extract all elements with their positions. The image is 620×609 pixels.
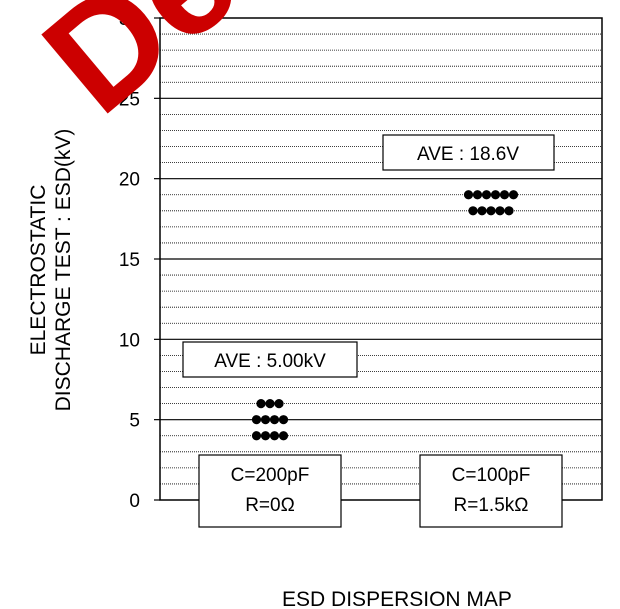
y-tick-label: 20 — [119, 170, 140, 191]
data-point — [472, 190, 483, 200]
annotation-ave-2: AVE : 18.6V — [382, 134, 555, 171]
data-point — [274, 399, 284, 409]
category-label-line: C=200pF — [231, 465, 310, 486]
y-tick-label: 5 — [129, 411, 140, 432]
y-tick-label: 0 — [129, 491, 140, 512]
category-label-line: R=0Ω — [245, 495, 295, 516]
annotation-ave-1: AVE : 5.00kV — [182, 341, 358, 378]
data-point — [278, 415, 289, 425]
y-axis-title-line-2: DISCHARGE TEST : ESD(kV) — [52, 129, 75, 412]
data-point — [251, 415, 262, 425]
category-box-1: C=200pF R=0Ω — [198, 454, 342, 528]
watermark-logo: De — [13, 0, 268, 145]
data-point — [490, 190, 501, 200]
data-point — [468, 206, 478, 216]
annotation-text-2: AVE : 18.6V — [417, 144, 519, 165]
data-point — [278, 431, 289, 441]
watermark: De — [13, 0, 268, 145]
data-point — [499, 190, 510, 200]
data-point — [481, 190, 492, 200]
y-tick-label: 25 — [119, 89, 140, 110]
y-axis-ticks: 0 5 10 15 20 25 30 — [119, 9, 160, 512]
data-point — [477, 206, 487, 216]
data-point — [256, 399, 266, 409]
data-points — [251, 190, 519, 441]
data-point — [260, 431, 271, 441]
category-box-2: C=100pF R=1.5kΩ — [419, 454, 563, 528]
data-point — [463, 190, 474, 200]
y-tick-label: 15 — [119, 250, 140, 271]
data-point — [265, 399, 275, 409]
data-point — [269, 415, 280, 425]
annotation-text-1: AVE : 5.00kV — [214, 351, 326, 372]
category-label-line: R=1.5kΩ — [454, 495, 529, 516]
gridlines — [160, 33, 602, 485]
y-axis-title: ELECTROSTATIC DISCHARGE TEST : ESD(kV) — [27, 129, 75, 412]
category-label-line: C=100pF — [452, 465, 531, 486]
y-tick-label: 10 — [119, 330, 140, 351]
y-tick-label: 30 — [119, 9, 140, 30]
x-axis-title: ESD DISPERSION MAP — [282, 588, 512, 609]
data-point — [486, 206, 496, 216]
data-point — [495, 206, 505, 216]
data-point — [504, 206, 514, 216]
data-point — [260, 415, 271, 425]
data-point — [251, 431, 262, 441]
category-boxes: C=200pF R=0Ω C=100pF R=1.5kΩ — [198, 454, 563, 528]
data-point — [508, 190, 519, 200]
data-point — [269, 431, 280, 441]
y-axis-title-line-1: ELECTROSTATIC — [27, 185, 50, 356]
